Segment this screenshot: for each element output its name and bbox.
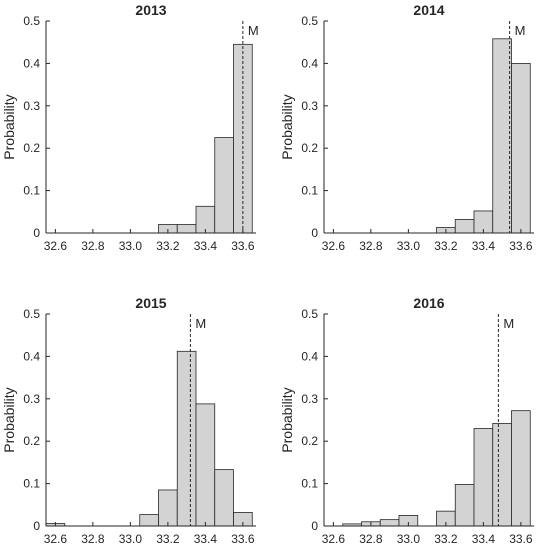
chart-panel-3: M 0 0.1 0.2 0.3 0.4 0.5 32.6 32.8 33.0 33.2 33.4 33.… xyxy=(1,295,256,546)
x-tick-label: 33.6 xyxy=(509,532,533,546)
y-tick-label: 0 xyxy=(311,226,318,240)
y-tick-label: 0.2 xyxy=(23,141,40,155)
y-tick-label: 0.2 xyxy=(301,434,318,448)
x-tick-label: 33.2 xyxy=(434,239,458,253)
y-tick-label: 0.2 xyxy=(301,141,318,155)
x-tick-label: 33.0 xyxy=(397,532,421,546)
x-tick-label: 32.8 xyxy=(359,532,383,546)
x-tick-label: 32.6 xyxy=(322,239,346,253)
x-tick-label: 33.2 xyxy=(156,532,180,546)
x-tick-label: 33.6 xyxy=(231,239,255,253)
x-tick-label: 33.2 xyxy=(434,532,458,546)
panel-title: 2013 xyxy=(135,2,166,18)
chart-panel-2: M 0 0.1 0.2 0.3 0.4 0.5 32.6 32.8 33.0 33.2 33.4 33.… xyxy=(279,2,534,253)
histogram-bar xyxy=(195,403,216,527)
x-tick-label: 33.0 xyxy=(397,239,421,253)
x-tick-label: 33.0 xyxy=(119,532,143,546)
histogram-bar xyxy=(176,224,197,234)
y-tick-label: 0.3 xyxy=(301,99,318,113)
x-tick-label: 33.6 xyxy=(509,239,533,253)
histogram-bar xyxy=(379,519,400,527)
x-tick-label: 32.6 xyxy=(322,532,346,546)
mean-label: M xyxy=(503,316,514,331)
y-tick-label: 0.5 xyxy=(301,307,318,321)
y-tick-label: 0.2 xyxy=(23,434,40,448)
y-tick-label: 0.4 xyxy=(23,349,40,363)
x-tick-label: 32.8 xyxy=(81,239,105,253)
histogram-bar xyxy=(158,489,178,527)
y-tick-label: 0.5 xyxy=(23,14,40,28)
y-axis-label: Probability xyxy=(279,94,295,159)
y-tick-label: 0.4 xyxy=(301,56,318,70)
y-tick-label: 0.1 xyxy=(23,477,40,491)
y-axis-label: Probability xyxy=(279,387,295,452)
y-tick-label: 0 xyxy=(33,519,40,533)
y-tick-label: 0.4 xyxy=(23,56,40,70)
chart-panel-1: M 0 0.1 0.2 0.3 0.4 0.5 32.6 32.8 33.0 33.2 33.4 33.… xyxy=(1,2,259,253)
y-tick-label: 0.4 xyxy=(301,349,318,363)
histogram-bar xyxy=(195,205,216,234)
histogram-bar xyxy=(214,469,234,527)
y-tick-label: 0.3 xyxy=(23,99,40,113)
y-tick-label: 0.1 xyxy=(301,184,318,198)
y-tick-label: 0.1 xyxy=(23,184,40,198)
histogram-bar xyxy=(139,514,159,527)
histogram-bar xyxy=(454,219,475,234)
x-tick-label: 32.6 xyxy=(44,532,68,546)
x-tick-label: 32.8 xyxy=(81,532,105,546)
x-tick-label: 33.4 xyxy=(472,532,496,546)
y-tick-label: 0 xyxy=(33,226,40,240)
panel-title: 2015 xyxy=(135,295,166,311)
y-tick-label: 0 xyxy=(311,519,318,533)
histogram-bar xyxy=(511,410,531,527)
x-tick-label: 33.4 xyxy=(472,239,496,253)
mean-label: M xyxy=(195,316,206,331)
mean-label: M xyxy=(515,23,526,38)
y-tick-label: 0.3 xyxy=(301,392,318,406)
y-axis-label: Probability xyxy=(1,94,17,159)
x-tick-label: 32.8 xyxy=(359,239,383,253)
histogram-bar xyxy=(176,350,197,527)
y-tick-label: 0.5 xyxy=(23,307,40,321)
y-tick-label: 0.5 xyxy=(301,14,318,28)
histogram-bar xyxy=(492,422,512,527)
panel-title: 2014 xyxy=(413,2,444,18)
histogram-bar xyxy=(473,428,494,527)
x-tick-label: 32.6 xyxy=(44,239,68,253)
mean-label: M xyxy=(248,23,259,38)
x-tick-label: 33.0 xyxy=(119,239,143,253)
y-axis-label: Probability xyxy=(1,387,17,452)
histogram-bar xyxy=(214,137,234,234)
histogram-bar xyxy=(492,38,512,234)
chart-panel-4: M 0 0.1 0.2 0.3 0.4 0.5 32.6 32.8 33.0 33.2 33.4 33.… xyxy=(279,295,534,546)
histogram-bar xyxy=(511,63,531,234)
x-tick-label: 33.6 xyxy=(231,532,255,546)
x-tick-label: 33.4 xyxy=(194,239,218,253)
panel-title: 2016 xyxy=(413,295,444,311)
x-tick-label: 33.4 xyxy=(194,532,218,546)
y-tick-label: 0.3 xyxy=(23,392,40,406)
x-tick-label: 33.2 xyxy=(156,239,180,253)
y-tick-label: 0.1 xyxy=(301,477,318,491)
histogram-bar xyxy=(454,484,475,527)
